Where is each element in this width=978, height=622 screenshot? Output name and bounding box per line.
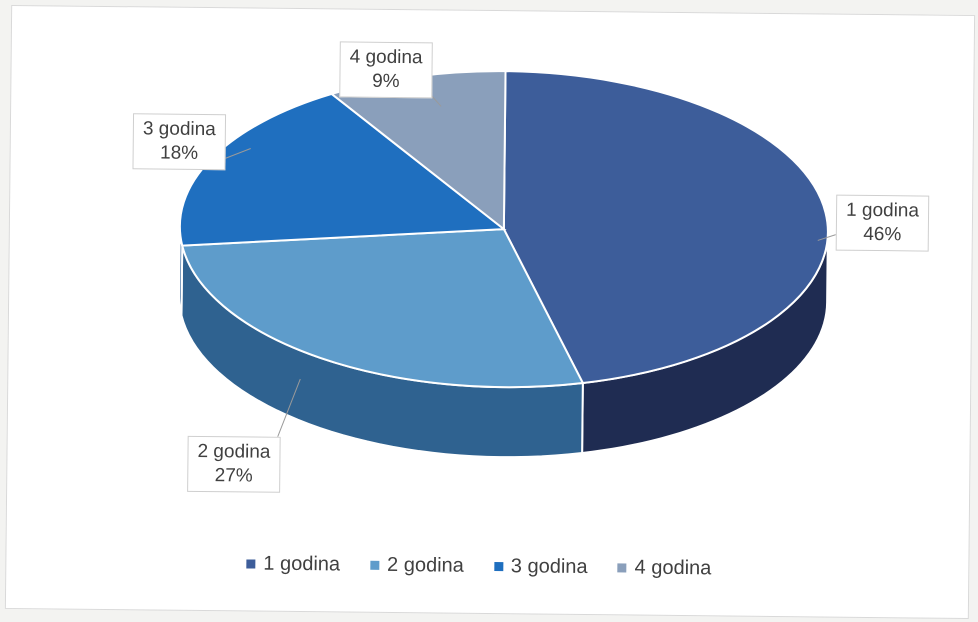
data-label-value: 46% [863, 223, 902, 246]
legend-label: 3 godina [510, 555, 588, 579]
data-label-value: 18% [159, 142, 199, 164]
pie-chart [178, 70, 836, 459]
chart-frame: 1 godina 46% 2 godina 27% 3 godina 18% 4… [4, 4, 976, 620]
data-label-category: 4 godina [349, 46, 423, 69]
pie-slice-1 [502, 70, 829, 385]
legend-item-2-godina: 2 godina [370, 554, 464, 578]
data-label-value: 9% [372, 70, 400, 93]
legend-item-4-godina: 4 godina [617, 556, 711, 580]
data-label-1-godina: 1 godina 46% [835, 194, 930, 252]
legend-swatch [493, 562, 503, 572]
chart-legend: 1 godina 2 godina 3 godina 4 godina [246, 552, 711, 580]
data-label-3-godina: 3 godina 18% [132, 113, 226, 171]
legend-item-1-godina: 1 godina [246, 552, 340, 576]
legend-swatch [617, 563, 627, 573]
pie-slice-2 [180, 228, 585, 389]
legend-item-3-godina: 3 godina [493, 555, 588, 579]
leader-line-2 [277, 378, 301, 437]
leader-line-1 [817, 234, 836, 241]
leader-line-3 [225, 148, 251, 159]
legend-label: 1 godina [263, 552, 341, 576]
legend-label: 4 godina [634, 556, 712, 580]
data-label-category: 1 godina [845, 199, 920, 222]
data-label-category: 2 godina [197, 440, 271, 463]
leader-line-4 [430, 95, 442, 107]
data-label-value: 27% [214, 465, 253, 487]
legend-swatch [370, 560, 380, 570]
legend-label: 2 godina [386, 553, 464, 577]
data-label-category: 3 godina [142, 118, 216, 141]
data-label-4-godina: 4 godina 9% [339, 41, 433, 99]
data-label-2-godina: 2 godina 27% [187, 435, 281, 493]
legend-swatch [246, 559, 256, 569]
